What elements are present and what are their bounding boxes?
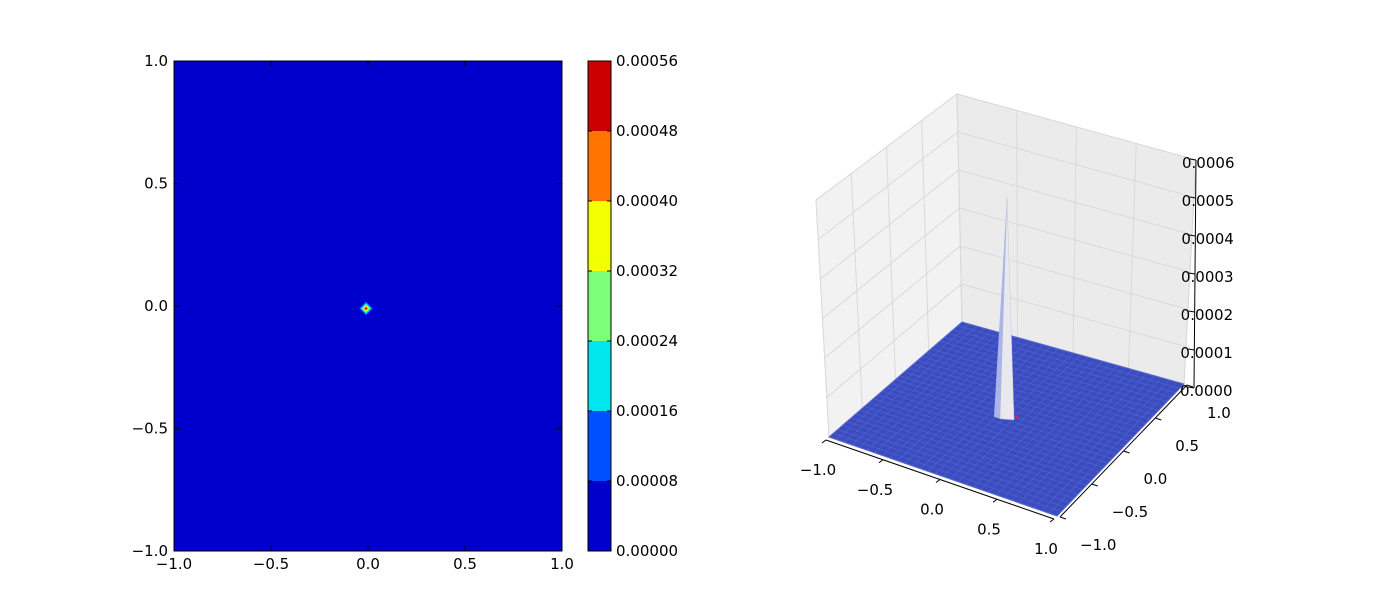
surface-mesh-line [948,333,1172,398]
z-tick-label: 0.0006 [1182,154,1235,172]
y-tick-mark [1123,450,1130,454]
y-tick-label: 0.0 [1144,470,1168,488]
y-tick-label: −1.0 [132,542,168,560]
colorbar-label: 0.00032 [616,262,678,280]
x-tick-label: −0.5 [253,555,289,573]
x-tick-mark [821,439,827,444]
contour-plot: −1.0 −0.5 0.0 0.5 1.0 −1.0 −0.5 0.0 0.5 1.0 [132,52,574,573]
y-tick-label: 0.0 [144,297,168,315]
x-tick-label: −1.0 [156,555,192,573]
z-tick-label: 0.0005 [1182,192,1235,210]
surface-mesh-line [939,340,1163,407]
surface-peak [994,197,1019,421]
grid-z-right [959,207,1191,273]
colorbar-label: 0.00008 [616,472,678,490]
z-tick-label: 0.0003 [1181,268,1234,286]
colorbar-frame [587,60,612,552]
grid-z-right [960,245,1189,310]
y-tick-label: −0.5 [1112,503,1148,521]
colorbar-band [588,131,611,201]
colorbar: 0.00000 0.00008 0.00016 0.00024 0.00032 0.000… [587,52,678,560]
z-tick-mark [1188,348,1195,351]
y-tick-label: 1.0 [1207,404,1231,422]
x-tick-label: −0.5 [857,481,893,499]
y-tick-label: −1.0 [1080,536,1116,554]
contour-x-ticks: −1.0 −0.5 0.0 0.5 1.0 [156,61,574,573]
y-tick-label: 0.5 [144,175,168,193]
surface-mesh-line [1041,379,1170,511]
surface-3d-plot: −1.0 −0.5 0.0 0.5 1.0 −1.0 −0.5 0.0 0.5 1.0 0.0000… [800,93,1235,558]
grid-z-right [961,283,1187,348]
x-tick-label: 0.5 [977,520,1001,538]
surface-mesh-line [944,337,1168,402]
colorbar-band [588,201,611,271]
z-tick-mark [1188,272,1196,275]
surface-mesh-line [1033,377,1163,509]
x-tick-label: 1.0 [1034,540,1058,558]
peak-spike-side [994,197,1007,419]
surface-mesh-line [1026,375,1155,506]
x-tick-label: 1.0 [550,555,574,573]
z-tick-label: 0.0000 [1180,382,1233,400]
colorbar-label: 0.00000 [616,542,678,560]
colorbar-label: 0.00040 [616,192,678,210]
axes-3d: −1.0 −0.5 0.0 0.5 1.0 −1.0 −0.5 0.0 0.5 1.0 0.0000… [800,154,1235,558]
y-tick-mark [1186,384,1194,388]
x-tick-mark [878,459,884,464]
contour-y-ticks: −1.0 −0.5 0.0 0.5 1.0 [132,52,562,560]
peak-spike-red [1015,413,1019,419]
z-tick-label: 0.0004 [1181,230,1234,248]
grid-z-left [826,283,962,398]
colorbar-bands [588,61,611,551]
y-tick-label: 0.5 [1175,437,1199,455]
x-tick-label: 0.5 [453,555,477,573]
x-tick-mark [1049,518,1055,523]
colorbar-band [588,271,611,341]
y-tick-label: −0.5 [132,420,168,438]
x-tick-label: 0.0 [920,501,944,519]
grid-z-left [815,93,958,201]
z-tick-mark [1187,386,1195,389]
grid-z-right [957,131,1195,198]
colorbar-label: 0.00016 [616,402,678,420]
colorbar-band [588,481,611,551]
x-tick-label: 0.0 [356,555,380,573]
x-tick-mark [992,498,998,503]
grid-z-right [956,93,1197,161]
y-tick-mark [1059,516,1067,520]
y-tick-mark [1155,417,1162,421]
grid-z-left [824,245,961,359]
grid-z-left [820,169,959,280]
colorbar-band [588,61,611,131]
colorbar-label: 0.00048 [616,122,678,140]
y-tick-mark [1091,483,1098,487]
colorbar-band [588,341,611,411]
z-tick-mark [1189,196,1196,199]
surface-mesh-line [953,329,1176,394]
z-tick-mark [1189,158,1197,161]
z-tick-label: 0.0001 [1180,344,1233,362]
y-tick-label: 1.0 [144,52,168,70]
colorbar-band [588,411,611,481]
surface-mesh-line [957,325,1180,389]
colorbar-labels: 0.00000 0.00008 0.00016 0.00024 0.00032 0.000… [588,52,678,560]
grid-z-left [822,207,960,319]
z-tick-mark [1188,310,1195,313]
z-tick-mark [1189,234,1196,237]
colorbar-label: 0.00056 [616,52,678,70]
x-tick-mark [935,479,941,483]
z-tick-label: 0.0002 [1181,306,1234,324]
contour-level-6 [364,307,368,310]
contour-peak [359,301,374,316]
colorbar-label: 0.00024 [616,332,678,350]
surface-mesh-line [1049,381,1177,514]
grid-z-right [958,169,1193,236]
x-tick-label: −1.0 [800,461,836,479]
grid-z-left [817,131,959,240]
